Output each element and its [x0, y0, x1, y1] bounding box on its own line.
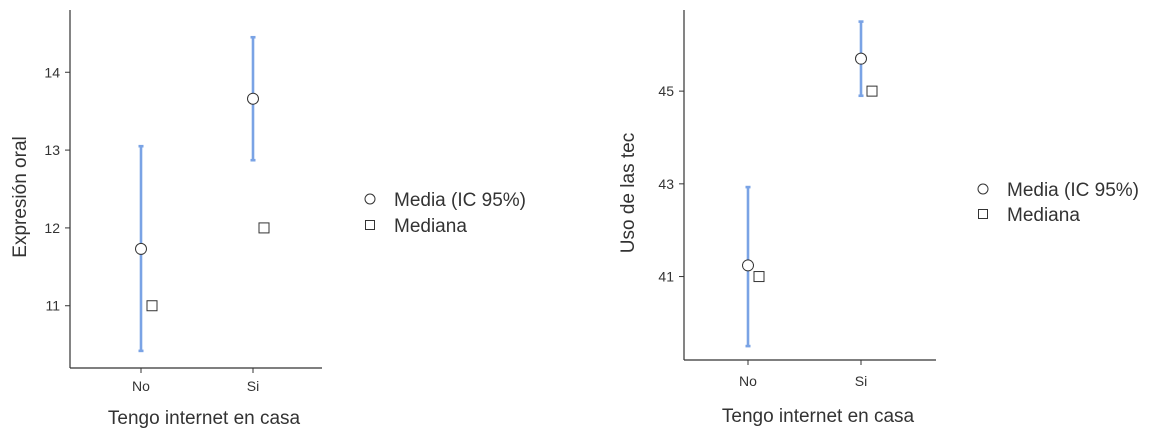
- y-tick-label: 41: [658, 269, 674, 285]
- legend-median-symbol: [978, 209, 988, 219]
- legend-median-label: Mediana: [1007, 205, 1080, 226]
- y-tick-label: 12: [44, 220, 60, 236]
- x-tick-label: Si: [247, 378, 259, 394]
- median-point: [753, 271, 765, 283]
- legend: Media (IC 95%) Mediana: [364, 190, 526, 237]
- y-tick-label: 14: [44, 64, 60, 80]
- y-axis-title: Uso de las tec: [618, 133, 639, 253]
- y-axis-title: Expresión oral: [10, 136, 31, 257]
- legend-mean-label: Media (IC 95%): [1007, 180, 1139, 201]
- legend-mean-label: Media (IC 95%): [394, 190, 526, 211]
- y-tick-label: 45: [658, 83, 674, 99]
- mean-point: [742, 259, 754, 272]
- x-axis-title: Tengo internet en casa: [108, 408, 301, 429]
- mean-point: [135, 242, 147, 255]
- legend: Media (IC 95%) Mediana: [977, 180, 1139, 226]
- median-point: [146, 300, 158, 312]
- mean-point: [855, 52, 867, 65]
- legend-mean-symbol: [977, 183, 989, 195]
- y-tick-label: 11: [45, 298, 60, 314]
- legend-median-label: Mediana: [394, 216, 467, 237]
- legend-median-symbol: [365, 220, 375, 230]
- x-tick-label: No: [739, 373, 757, 389]
- mean-point: [247, 92, 259, 105]
- median-point: [258, 222, 270, 234]
- chart-uso-de-las-tec: 41 43 45 No Si Tengo internet en casa Uso de l…: [618, 10, 1139, 427]
- x-tick-label: No: [132, 378, 150, 394]
- y-tick-label: 43: [658, 176, 674, 192]
- median-point: [866, 85, 878, 97]
- legend-mean-symbol: [364, 193, 376, 205]
- x-tick-label: Si: [855, 373, 867, 389]
- y-tick-label: 13: [44, 142, 60, 158]
- x-axis-title: Tengo internet en casa: [722, 406, 915, 427]
- chart-expresion-oral: 11 12 13 14 No Si Tengo internet en casa Expres…: [10, 10, 526, 429]
